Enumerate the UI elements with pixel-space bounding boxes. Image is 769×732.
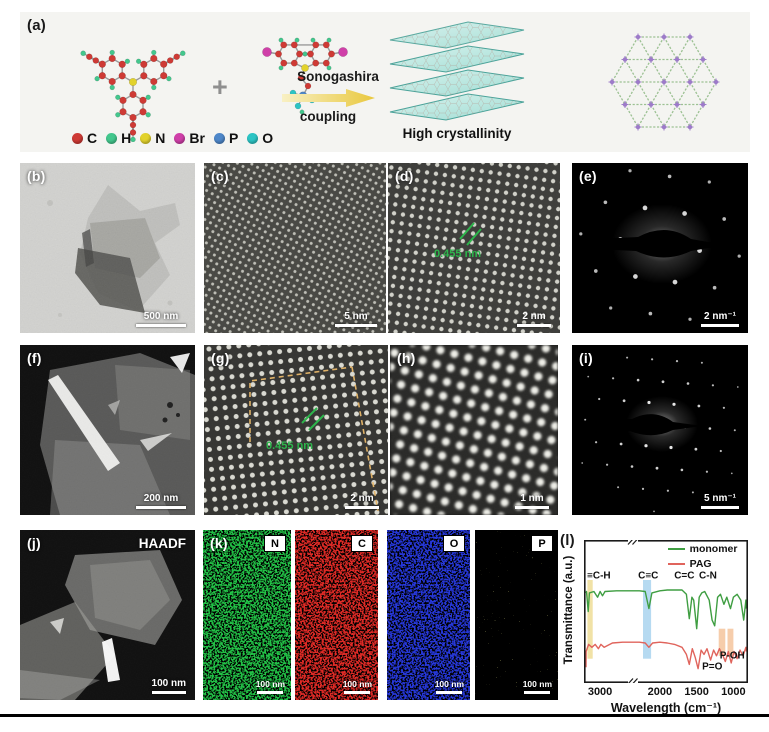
stacked-sheets-graphic <box>389 21 525 121</box>
panel-e-label: (e) <box>579 168 597 184</box>
reaction-arrow <box>282 89 375 107</box>
panel-l-ftir-chart: (l) Transmittance (a.u.) ≡C-H C≡C C=C C-N P-… <box>560 530 769 730</box>
scale-bar: 100 nm <box>256 679 285 694</box>
d-spacing-annotation: 0.455 nm <box>266 440 313 452</box>
stack-caption: High crystallinity <box>402 126 512 141</box>
scale-bar: 200 nm <box>136 493 186 509</box>
y-axis-label: Transmittance (a.u.) <box>563 555 575 665</box>
panel-f-stem-image: (f) 200 nm <box>20 345 195 515</box>
atom-dot-P <box>213 132 225 144</box>
plus-sign: + <box>212 72 228 102</box>
scale-bar: 2 nm <box>517 311 551 327</box>
panel-b-label: (b) <box>27 168 46 184</box>
panel-e-saed-pattern: (e) 2 nm⁻¹ <box>572 163 748 333</box>
panel-d-hrtem-image: (d) 0.455 nm 2 nm <box>388 163 560 333</box>
bottom-rule-divider <box>0 714 769 717</box>
ftir-plot-svg <box>584 540 748 683</box>
panel-f-label: (f) <box>27 350 42 366</box>
scale-bar: 100 nm <box>343 679 372 694</box>
scale-bar: 500 nm <box>136 311 186 327</box>
eds-map-P-graphic <box>475 530 558 700</box>
legend-item-Br: Br <box>174 130 205 146</box>
haadf-tag: HAADF <box>138 536 186 551</box>
lattice-fringes-graphic <box>204 163 386 333</box>
element-tag-N: N <box>264 535 286 552</box>
legend-item-H: H <box>106 130 131 146</box>
eds-map-N-graphic <box>203 530 291 700</box>
reaction-name: Sonogashira <box>297 69 379 84</box>
eds-map-O-graphic <box>387 530 470 700</box>
panel-l-label: (l) <box>560 532 575 549</box>
diffraction-pattern-graphic <box>572 169 741 321</box>
panel-c-hrtem-image: (c) 5 nm <box>204 163 386 333</box>
atom-color-legend: C H N Br P O <box>72 130 273 146</box>
legend-item-N: N <box>140 130 165 146</box>
dark-field-flake-graphic <box>20 345 195 515</box>
x-tick-1500: 1500 <box>684 686 709 698</box>
element-tag-C: C <box>351 535 373 552</box>
panel-k-eds-map-C: C 100 nm <box>295 530 378 700</box>
panel-j-label: (j) <box>27 535 41 551</box>
monomer-line-swatch <box>667 547 685 551</box>
legend-row-monomer: monomer <box>667 543 737 555</box>
tem-flake-graphic <box>20 163 195 333</box>
scale-bar: 100 nm <box>435 679 464 694</box>
x-tick-1000: 1000 <box>721 686 746 698</box>
lattice-fringes-graphic: 0.455 nm <box>388 163 560 333</box>
scale-bar: 100 nm <box>523 679 552 694</box>
haadf-flake-graphic <box>20 530 195 700</box>
chart-legend: monomer PAG <box>667 543 738 570</box>
eds-map-C-graphic <box>295 530 378 700</box>
panel-i-label: (i) <box>579 350 593 366</box>
x-axis-ticks: 3000 2000 1500 1000 <box>584 686 748 700</box>
panel-d-label: (d) <box>395 168 414 184</box>
atom-dot-C <box>72 132 83 144</box>
panel-g-stem-lattice-image: (g) 0.455 nm 2 nm <box>204 345 388 515</box>
panel-i-saed-pattern: (i) 5 nm⁻¹ <box>572 345 748 515</box>
monomer-1-molecule-graphic <box>80 49 186 142</box>
framework-lattice-graphic <box>608 33 720 131</box>
legend-item-O: O <box>247 130 273 146</box>
panel-g-label: (g) <box>211 350 230 366</box>
lattice-fringes-graphic: 0.455 nm <box>204 345 388 515</box>
x-tick-2000: 2000 <box>647 686 673 698</box>
panel-a-reaction-scheme: (a) + Sonogashira coupling High crystall… <box>20 12 750 152</box>
element-tag-O: O <box>443 535 465 552</box>
panel-k-eds-map-P: P 100 nm <box>475 530 558 700</box>
atomic-columns-graphic <box>390 345 558 515</box>
panel-h-label: (h) <box>397 350 416 366</box>
panel-k-eds-map-N: (k) N 100 nm <box>203 530 291 700</box>
legend-row-pag: PAG <box>667 558 738 570</box>
legend-item-P: P <box>213 130 238 146</box>
x-axis-label: Wavelength (cm⁻¹) <box>610 701 722 715</box>
panel-b-tem-image: (b) 500 nm <box>20 163 195 333</box>
element-tag-P: P <box>531 535 553 552</box>
scale-bar: 5 nm⁻¹ <box>701 493 739 509</box>
panel-h-atomic-image: (h) 1 nm <box>390 345 558 515</box>
scale-bar: 2 nm <box>345 493 379 509</box>
pag-line-swatch <box>667 562 685 566</box>
x-tick-3000: 3000 <box>587 686 613 698</box>
panel-j-haadf-image: (j) HAADF 100 nm <box>20 530 195 700</box>
reaction-name-line2: coupling <box>299 109 357 124</box>
panel-a-label: (a) <box>27 17 46 34</box>
legend-item-C: C <box>72 130 97 146</box>
axis-break-marks <box>627 540 638 683</box>
panel-c-label: (c) <box>211 168 229 184</box>
scale-bar: 1 nm <box>515 493 549 509</box>
d-spacing-annotation: 0.455 nm <box>434 248 481 260</box>
atom-dot-N <box>140 132 152 144</box>
scale-bar: 5 nm <box>335 311 377 327</box>
scale-bar: 2 nm⁻¹ <box>701 311 739 327</box>
panel-k-eds-map-O: O 100 nm <box>387 530 470 700</box>
panel-k-label: (k) <box>210 535 228 551</box>
atom-dot-O <box>247 132 259 144</box>
ftir-plot-area: ≡C-H C≡C C=C C-N P-OH P=O monomer PAG <box>584 540 748 683</box>
atom-dot-H <box>106 132 118 144</box>
scale-bar: 100 nm <box>152 678 186 694</box>
atom-dot-Br <box>174 132 186 144</box>
diffraction-pattern-graphic <box>572 356 739 513</box>
